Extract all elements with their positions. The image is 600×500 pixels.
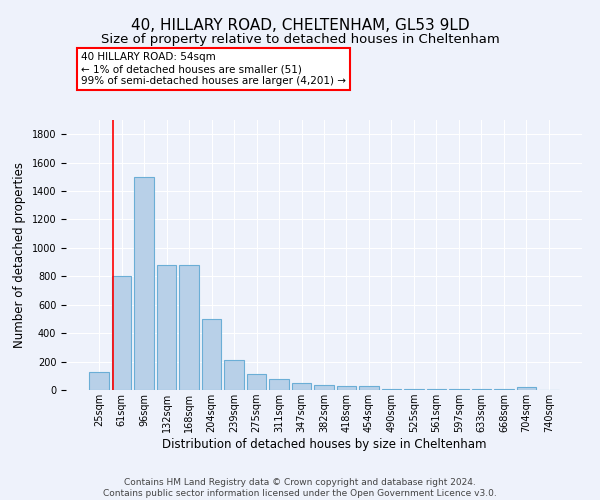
Bar bbox=[449, 388, 469, 390]
Bar bbox=[314, 385, 334, 390]
Bar bbox=[517, 387, 536, 390]
Bar bbox=[202, 319, 221, 390]
Bar bbox=[89, 372, 109, 390]
Bar bbox=[269, 380, 289, 390]
Text: Size of property relative to detached houses in Cheltenham: Size of property relative to detached ho… bbox=[101, 32, 499, 46]
Bar bbox=[292, 383, 311, 390]
Bar bbox=[247, 374, 266, 390]
Y-axis label: Number of detached properties: Number of detached properties bbox=[13, 162, 26, 348]
Text: 40 HILLARY ROAD: 54sqm
← 1% of detached houses are smaller (51)
99% of semi-deta: 40 HILLARY ROAD: 54sqm ← 1% of detached … bbox=[81, 52, 346, 86]
Bar bbox=[112, 276, 131, 390]
Bar bbox=[224, 360, 244, 390]
Bar bbox=[427, 388, 446, 390]
X-axis label: Distribution of detached houses by size in Cheltenham: Distribution of detached houses by size … bbox=[162, 438, 486, 451]
Bar bbox=[472, 388, 491, 390]
Text: Contains HM Land Registry data © Crown copyright and database right 2024.
Contai: Contains HM Land Registry data © Crown c… bbox=[103, 478, 497, 498]
Bar bbox=[157, 265, 176, 390]
Bar bbox=[359, 386, 379, 390]
Bar bbox=[404, 388, 424, 390]
Bar bbox=[337, 386, 356, 390]
Bar bbox=[134, 177, 154, 390]
Bar bbox=[382, 388, 401, 390]
Bar bbox=[179, 265, 199, 390]
Text: 40, HILLARY ROAD, CHELTENHAM, GL53 9LD: 40, HILLARY ROAD, CHELTENHAM, GL53 9LD bbox=[131, 18, 469, 32]
Bar bbox=[494, 388, 514, 390]
